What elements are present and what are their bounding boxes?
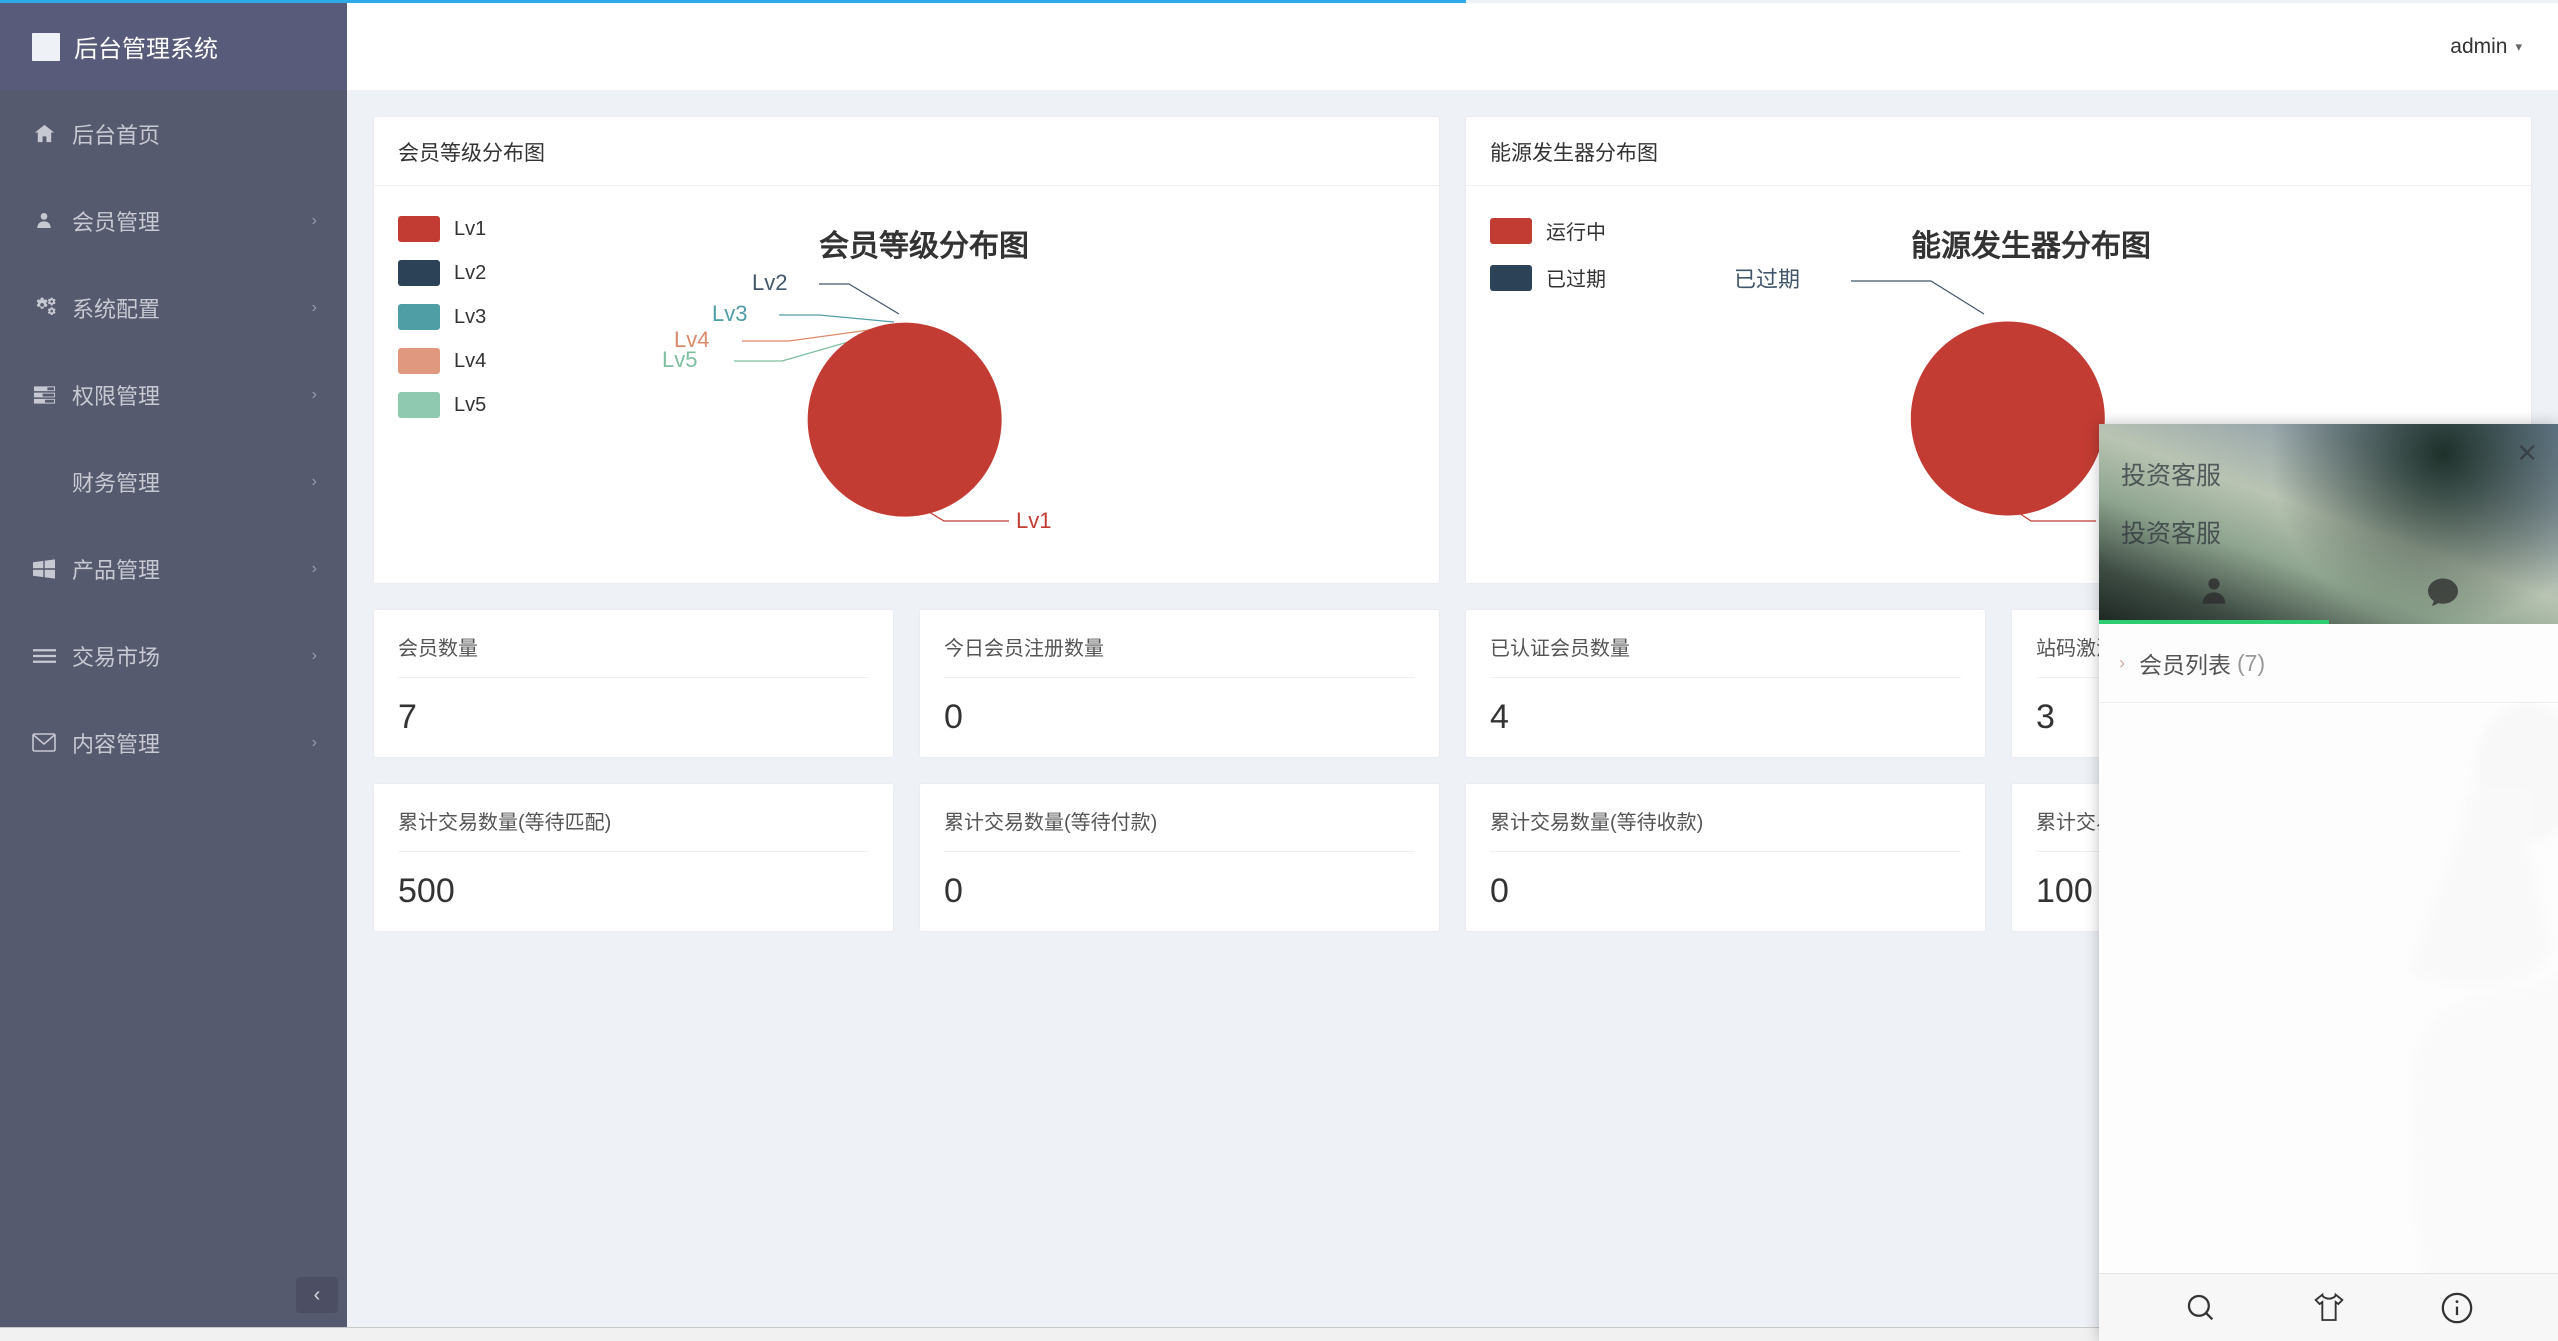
svg-text:能源发生器分布图: 能源发生器分布图 [1911, 230, 2151, 263]
svg-text:Lv1: Lv1 [1016, 508, 1051, 533]
svg-text:已过期: 已过期 [1734, 267, 1800, 292]
svg-text:Lv2: Lv2 [752, 270, 787, 295]
svg-text:会员等级分布图: 会员等级分布图 [819, 229, 1029, 263]
svg-text:Lv5: Lv5 [662, 347, 697, 372]
svg-text:Lv3: Lv3 [712, 301, 747, 326]
